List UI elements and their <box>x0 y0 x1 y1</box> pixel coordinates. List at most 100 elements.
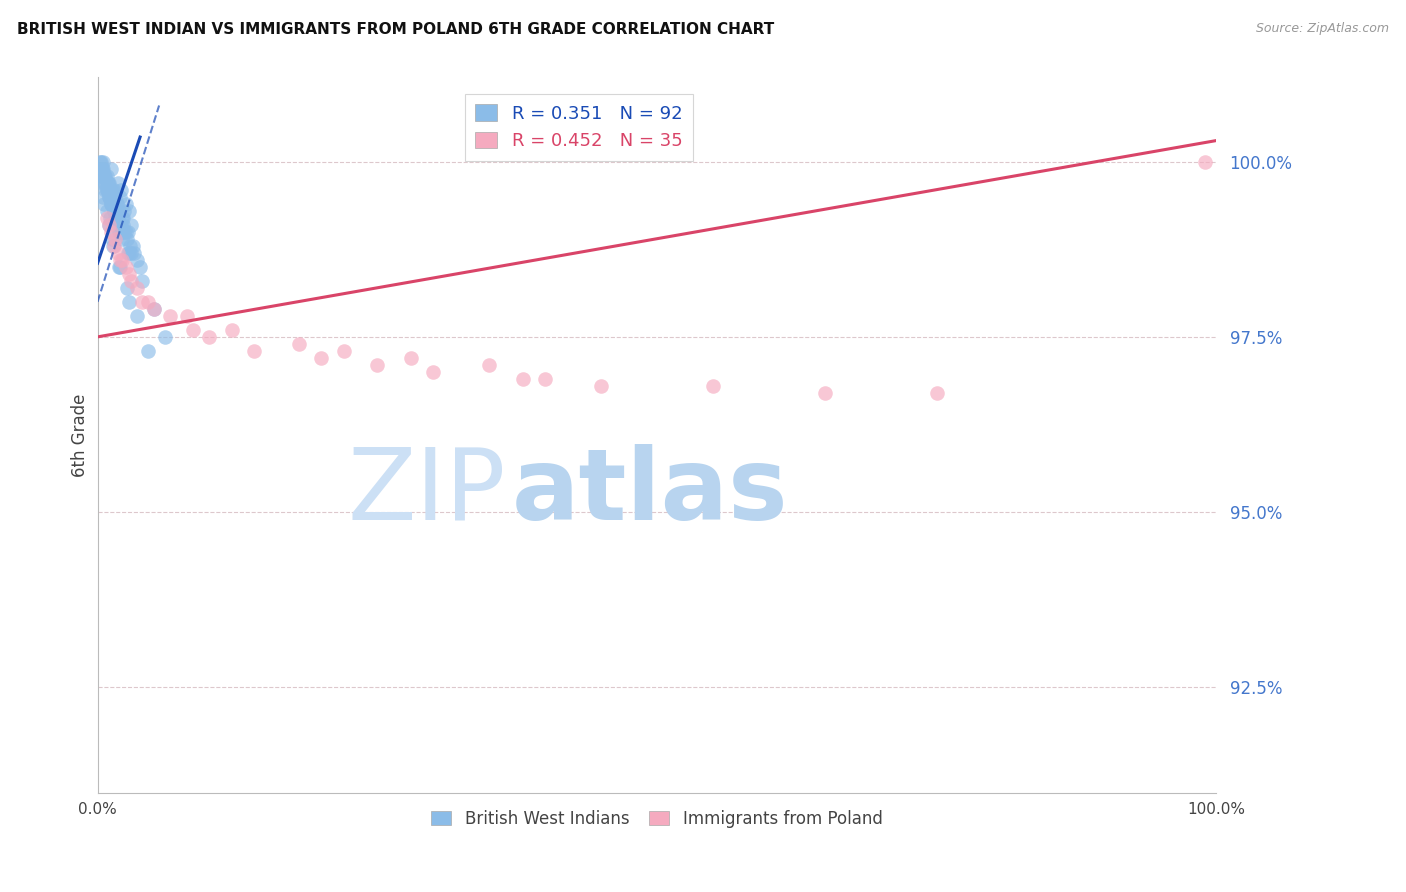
Point <box>96 183 118 197</box>
Point <box>118 238 141 252</box>
Point <box>122 238 145 252</box>
Point <box>332 343 354 358</box>
Point <box>100 196 122 211</box>
Point <box>221 323 243 337</box>
Point <box>108 260 131 274</box>
Point <box>117 225 139 239</box>
Point <box>512 372 534 386</box>
Point <box>91 161 114 176</box>
Point <box>814 386 837 401</box>
Point <box>131 274 153 288</box>
Point <box>181 323 204 337</box>
Point <box>142 301 165 316</box>
Point <box>91 169 114 183</box>
Point <box>311 351 333 365</box>
Point <box>925 386 948 401</box>
Point <box>103 196 125 211</box>
Point <box>111 252 134 267</box>
Point <box>120 218 142 232</box>
Point <box>114 260 136 274</box>
Point <box>422 365 444 379</box>
Point <box>98 211 121 225</box>
Point <box>90 176 112 190</box>
Point <box>176 309 198 323</box>
Point <box>93 176 115 190</box>
Point <box>94 169 117 183</box>
Point <box>100 225 122 239</box>
Point <box>104 211 127 225</box>
Point <box>153 330 176 344</box>
Point <box>108 225 131 239</box>
Point <box>104 203 127 218</box>
Point <box>1194 154 1216 169</box>
Point <box>93 169 115 183</box>
Point <box>129 260 152 274</box>
Point <box>120 274 142 288</box>
Point <box>93 169 115 183</box>
Point <box>131 294 153 309</box>
Point <box>125 281 148 295</box>
Point <box>103 203 125 218</box>
Point <box>96 169 118 183</box>
Point <box>107 245 129 260</box>
Point <box>108 218 131 232</box>
Point <box>114 225 136 239</box>
Point <box>108 189 131 203</box>
Point <box>103 238 125 252</box>
Point <box>103 189 125 203</box>
Point <box>97 189 120 203</box>
Point <box>107 211 129 225</box>
Point <box>100 189 122 203</box>
Point <box>115 232 138 246</box>
Point <box>118 245 141 260</box>
Point <box>110 183 132 197</box>
Point <box>90 154 112 169</box>
Point <box>112 211 135 225</box>
Point <box>101 232 124 246</box>
Point <box>90 161 112 176</box>
Point <box>105 211 128 225</box>
Point <box>288 337 311 351</box>
Point <box>98 183 121 197</box>
Point <box>107 211 129 225</box>
Point <box>96 183 118 197</box>
Point <box>125 252 148 267</box>
Point <box>399 351 422 365</box>
Point <box>98 183 121 197</box>
Point <box>702 379 724 393</box>
Point <box>104 189 127 203</box>
Point <box>108 260 131 274</box>
Point <box>478 358 501 372</box>
Point <box>117 245 139 260</box>
Point <box>97 176 120 190</box>
Point <box>96 211 118 225</box>
Y-axis label: 6th Grade: 6th Grade <box>72 393 89 476</box>
Point <box>142 301 165 316</box>
Point <box>100 196 122 211</box>
Point <box>96 203 118 218</box>
Point <box>107 176 129 190</box>
Point <box>103 238 125 252</box>
Point <box>111 225 134 239</box>
Point <box>114 196 136 211</box>
Point <box>118 267 141 281</box>
Text: atlas: atlas <box>512 443 789 541</box>
Point <box>97 176 120 190</box>
Point <box>91 189 114 203</box>
Text: ZIP: ZIP <box>347 443 506 541</box>
Point <box>101 183 124 197</box>
Point <box>94 176 117 190</box>
Point <box>111 232 134 246</box>
Point <box>101 196 124 211</box>
Text: Source: ZipAtlas.com: Source: ZipAtlas.com <box>1256 22 1389 36</box>
Point <box>136 343 159 358</box>
Point <box>89 154 111 169</box>
Point <box>115 281 138 295</box>
Point <box>91 154 114 169</box>
Point <box>366 358 388 372</box>
Point <box>120 245 142 260</box>
Point <box>112 218 135 232</box>
Point <box>97 189 120 203</box>
Text: BRITISH WEST INDIAN VS IMMIGRANTS FROM POLAND 6TH GRADE CORRELATION CHART: BRITISH WEST INDIAN VS IMMIGRANTS FROM P… <box>17 22 775 37</box>
Point <box>105 196 128 211</box>
